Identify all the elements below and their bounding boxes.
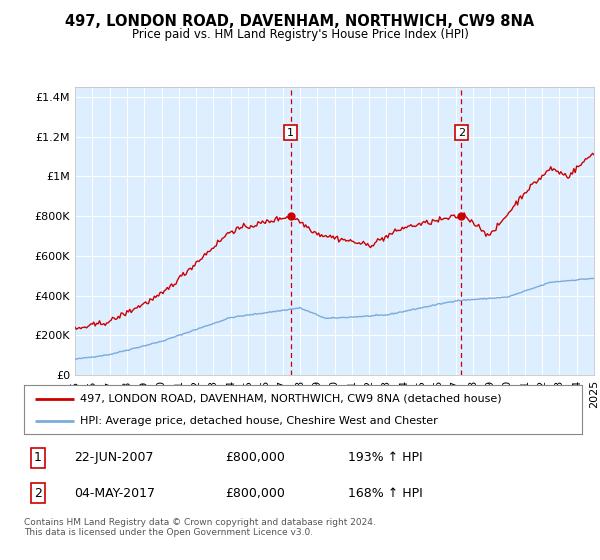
Text: Price paid vs. HM Land Registry's House Price Index (HPI): Price paid vs. HM Land Registry's House … (131, 28, 469, 41)
Text: 2: 2 (458, 128, 465, 138)
Text: 1: 1 (34, 451, 42, 464)
Text: 497, LONDON ROAD, DAVENHAM, NORTHWICH, CW9 8NA (detached house): 497, LONDON ROAD, DAVENHAM, NORTHWICH, C… (80, 394, 502, 404)
Text: 497, LONDON ROAD, DAVENHAM, NORTHWICH, CW9 8NA: 497, LONDON ROAD, DAVENHAM, NORTHWICH, C… (65, 14, 535, 29)
Text: Contains HM Land Registry data © Crown copyright and database right 2024.
This d: Contains HM Land Registry data © Crown c… (24, 518, 376, 538)
Text: 2: 2 (34, 487, 42, 500)
Text: HPI: Average price, detached house, Cheshire West and Chester: HPI: Average price, detached house, Ches… (80, 416, 437, 426)
Text: 1: 1 (287, 128, 294, 138)
Text: 193% ↑ HPI: 193% ↑ HPI (347, 451, 422, 464)
Text: £800,000: £800,000 (225, 487, 285, 500)
Text: £800,000: £800,000 (225, 451, 285, 464)
Text: 168% ↑ HPI: 168% ↑ HPI (347, 487, 422, 500)
Text: 04-MAY-2017: 04-MAY-2017 (74, 487, 155, 500)
Text: 22-JUN-2007: 22-JUN-2007 (74, 451, 154, 464)
